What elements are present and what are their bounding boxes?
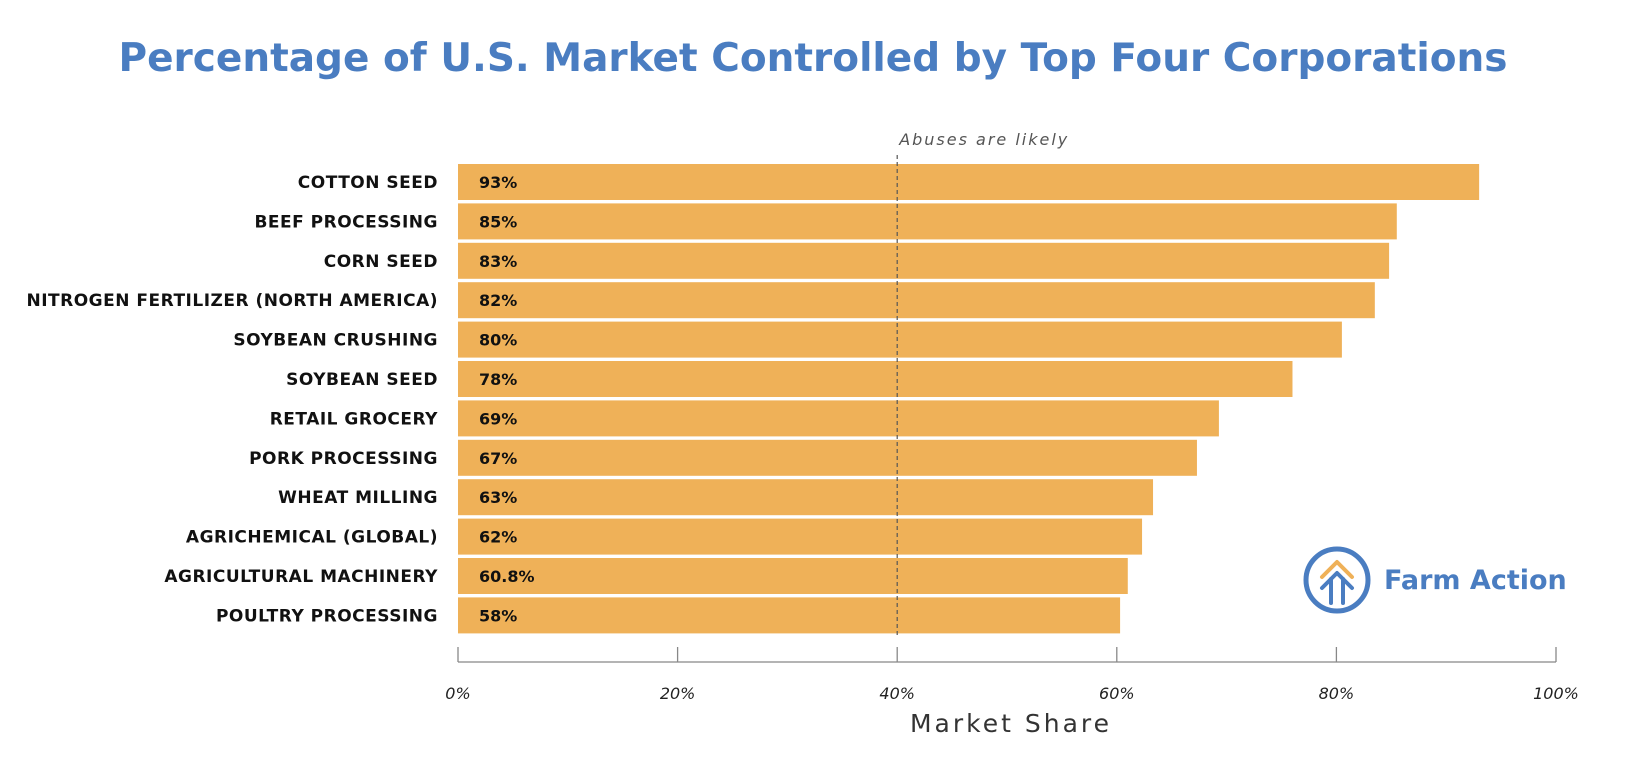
category-label: SOYBEAN CRUSHING xyxy=(233,331,438,351)
value-label: 63% xyxy=(479,488,517,507)
category-label: POULTRY PROCESSING xyxy=(216,606,438,626)
farm-action-logo: Farm Action xyxy=(1303,546,1567,614)
bar xyxy=(458,400,1219,437)
value-label: 78% xyxy=(479,370,517,389)
category-label: NITROGEN FERTILIZER (NORTH AMERICA) xyxy=(26,291,438,311)
value-label: 62% xyxy=(479,528,517,547)
x-axis: 0% 20% 40% 60% 80% 100% xyxy=(445,647,1579,703)
x-axis-title: Market Share xyxy=(910,709,1112,738)
bar xyxy=(458,282,1375,319)
bar xyxy=(458,479,1154,516)
category-label: SOYBEAN SEED xyxy=(286,370,438,390)
category-label: RETAIL GROCERY xyxy=(270,409,438,429)
category-label: CORN SEED xyxy=(324,252,438,272)
x-tick-label: 0% xyxy=(445,684,470,703)
value-label: 93% xyxy=(479,173,517,192)
x-tick-label: 100% xyxy=(1533,684,1579,703)
category-label: WHEAT MILLING xyxy=(278,488,438,508)
category-label: AGRICULTURAL MACHINERY xyxy=(164,567,438,587)
bar xyxy=(458,558,1128,594)
x-tick-label: 40% xyxy=(879,684,915,703)
bar xyxy=(458,164,1480,200)
value-label: 80% xyxy=(479,331,517,350)
farm-action-arrow-icon xyxy=(1303,546,1371,614)
value-label: 67% xyxy=(479,449,517,468)
bar xyxy=(458,597,1121,634)
category-label: COTTON SEED xyxy=(298,173,438,193)
value-label: 82% xyxy=(479,291,517,310)
value-label: 69% xyxy=(479,409,517,428)
bar xyxy=(458,321,1342,358)
chart-title: Percentage of U.S. Market Controlled by … xyxy=(118,36,1507,81)
category-label: BEEF PROCESSING xyxy=(254,212,438,232)
value-label: 85% xyxy=(479,212,517,231)
category-label: PORK PROCESSING xyxy=(249,449,438,469)
x-tick-label: 60% xyxy=(1099,684,1135,703)
farm-action-logo-text: Farm Action xyxy=(1384,565,1567,596)
bars-layer: COTTON SEED 93% BEEF PROCESSING 85% CORN SEE… xyxy=(26,164,1480,634)
value-label: 83% xyxy=(479,252,517,271)
reference-layer: Abuses are likely xyxy=(896,130,1069,636)
x-tick-label: 80% xyxy=(1319,684,1355,703)
value-label: 58% xyxy=(479,606,517,625)
bar xyxy=(458,518,1143,555)
category-label: AGRICHEMICAL (GLOBAL) xyxy=(186,528,438,548)
bar xyxy=(458,361,1293,397)
bar xyxy=(458,439,1197,476)
bar xyxy=(458,242,1390,279)
value-label: 60.8% xyxy=(479,567,535,586)
reference-line-label: Abuses are likely xyxy=(898,130,1069,149)
x-tick-label: 20% xyxy=(660,684,696,703)
bar xyxy=(458,203,1397,240)
